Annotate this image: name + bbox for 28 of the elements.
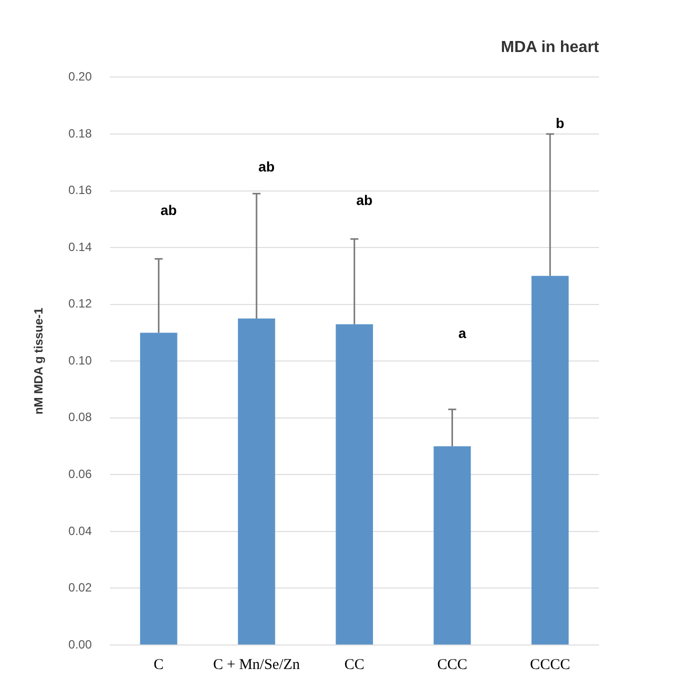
y-tick-label: 0.06 — [68, 466, 92, 481]
y-tick-label: 0.08 — [68, 410, 92, 424]
x-tick-label: CC — [344, 656, 364, 673]
x-tick-label: CCC — [437, 656, 468, 673]
bar — [140, 332, 178, 644]
y-tick-label: 0.20 — [68, 70, 92, 84]
x-tick-label: C + Mn/Se/Zn — [213, 656, 300, 673]
y-tick-label: 0.12 — [68, 296, 92, 311]
y-tick-label: 0.04 — [68, 524, 92, 538]
x-tick-label: CCCC — [530, 656, 570, 673]
y-tick-label: 0.00 — [68, 637, 92, 652]
y-tick-label: 0.16 — [68, 183, 92, 198]
y-tick-label: 0.10 — [68, 353, 92, 368]
annotation: b — [556, 114, 564, 131]
annotation: ab — [258, 158, 275, 174]
annotation: ab — [160, 202, 177, 218]
bar — [434, 446, 471, 644]
chart-title: MDA in heart — [500, 39, 600, 56]
bar — [531, 276, 569, 644]
annotation: a — [458, 325, 466, 342]
x-tick-label: C — [154, 656, 164, 673]
annotation: ab — [356, 192, 373, 208]
bar — [238, 318, 276, 644]
bar — [336, 324, 373, 644]
y-tick-label: 0.02 — [68, 580, 92, 595]
y-axis-title: nM MDA g tissue-1 — [32, 307, 46, 415]
y-tick-label: 0.14 — [68, 240, 92, 254]
y-tick-label: 0.18 — [68, 126, 92, 140]
